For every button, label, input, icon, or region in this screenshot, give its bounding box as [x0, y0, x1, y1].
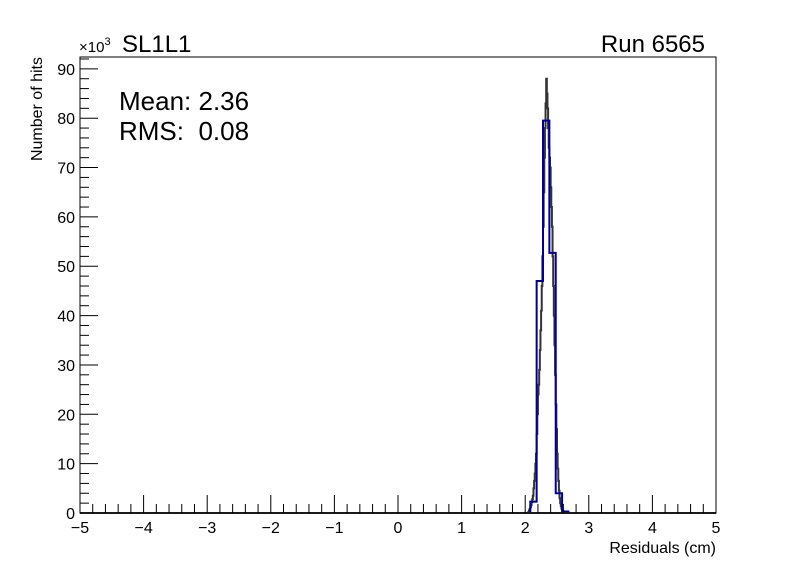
- y-tick-label: 90: [57, 62, 75, 79]
- y-tick-label: 50: [57, 259, 75, 276]
- x-tick-label: 1: [457, 520, 466, 537]
- x-tick-label: −2: [262, 520, 280, 537]
- y-tick-label: 20: [57, 407, 75, 424]
- y-tick-label: 60: [57, 210, 75, 227]
- y-multiplier-exponent: 3: [104, 36, 110, 48]
- y-axis-label: Number of hits: [29, 57, 46, 161]
- y-multiplier: ×103: [79, 36, 111, 56]
- x-tick-label: 5: [712, 520, 721, 537]
- y-tick-label: 70: [57, 161, 75, 178]
- y-multiplier-base: ×10: [79, 39, 104, 56]
- stats-mean: Mean: 2.36: [119, 86, 249, 116]
- y-tick-label: 80: [57, 111, 75, 128]
- x-tick-label: −5: [71, 520, 89, 537]
- chart-title: SL1L1: [122, 31, 191, 58]
- x-tick-label: −1: [325, 520, 343, 537]
- y-axis-ticks: 0 10 20 30 40 50 60 70 80 90: [57, 58, 98, 523]
- coarse-histogram-line: [529, 119, 570, 513]
- x-tick-label: 4: [648, 520, 657, 537]
- x-tick-label: 0: [394, 520, 403, 537]
- y-tick-label: 0: [66, 506, 75, 523]
- y-tick-label: 30: [57, 358, 75, 375]
- y-tick-label: 10: [57, 457, 75, 474]
- run-label: Run 6565: [601, 31, 705, 58]
- x-tick-label: −3: [198, 520, 216, 537]
- stats-rms: RMS: 0.08: [119, 116, 249, 146]
- y-tick-label: 40: [57, 309, 75, 326]
- x-tick-label: 3: [584, 520, 593, 537]
- x-axis-ticks: −5 −4 −3 −2 −1 0 1 2 3 4 5: [71, 495, 721, 537]
- x-tick-label: 2: [521, 520, 530, 537]
- x-axis-label: Residuals (cm): [609, 540, 716, 557]
- fine-histogram-line: [527, 77, 566, 514]
- x-tick-label: −4: [134, 520, 152, 537]
